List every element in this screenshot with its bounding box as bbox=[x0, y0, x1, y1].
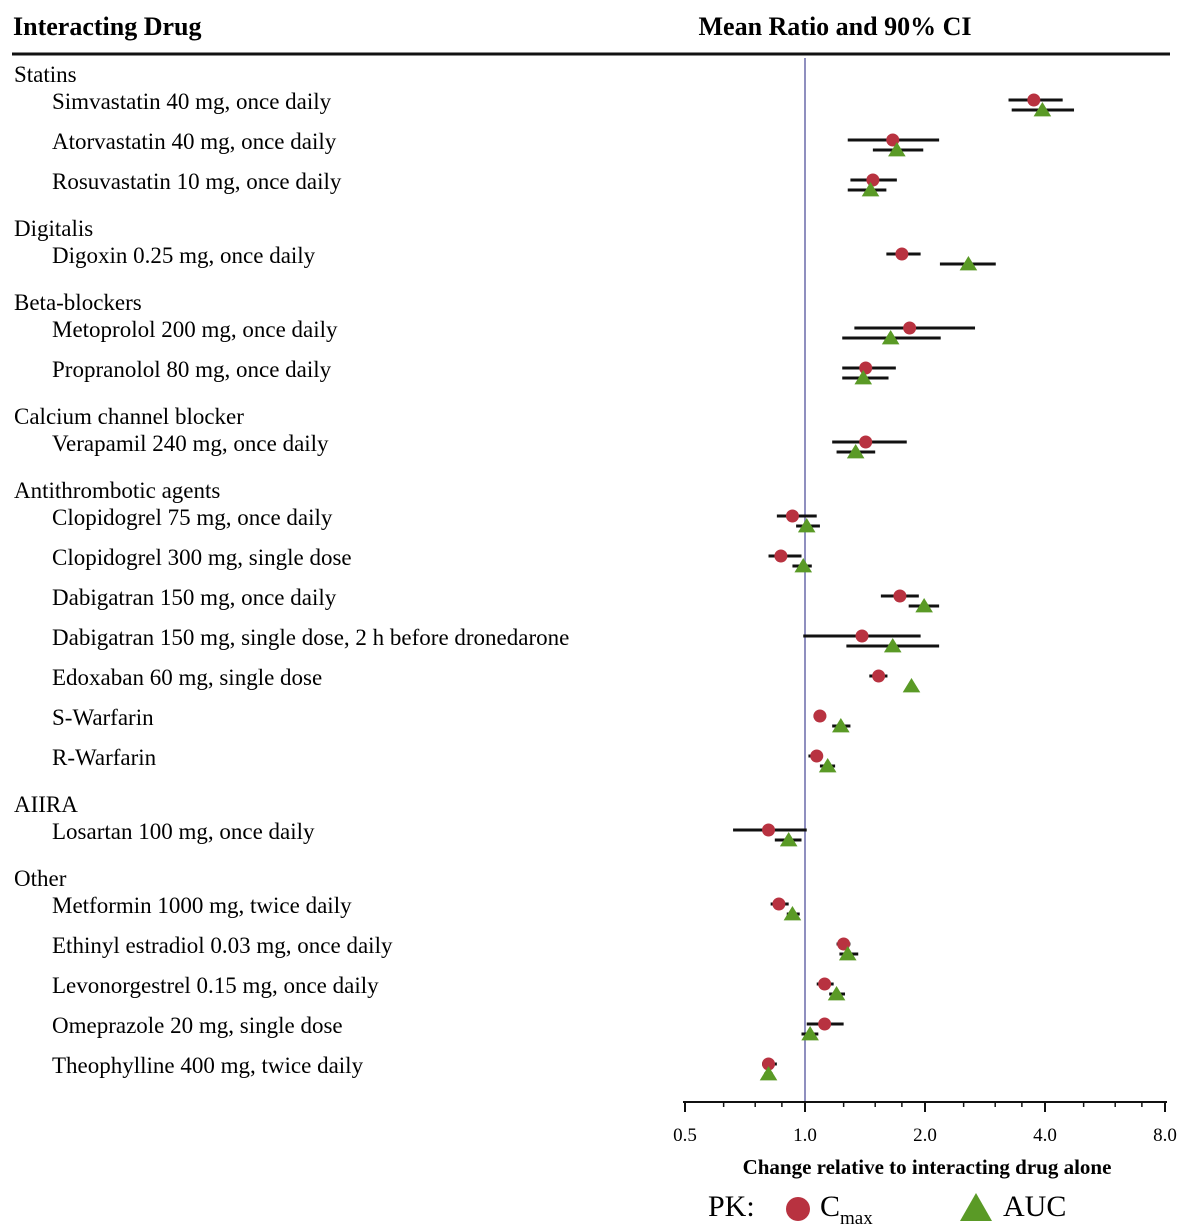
x-axis: 0.5 1.0 2.0 4.0 8.0 bbox=[673, 1101, 1177, 1146]
auc-point bbox=[827, 986, 846, 1001]
x-tick-label: 0.5 bbox=[673, 1125, 697, 1146]
cmax-point bbox=[859, 435, 873, 449]
row-label: Rosuvastatin 10 mg, once daily bbox=[52, 169, 342, 194]
row-label: Metoprolol 200 mg, once daily bbox=[52, 317, 338, 342]
x-tick-label: 1.0 bbox=[793, 1125, 817, 1146]
row-label: S-Warfarin bbox=[52, 705, 154, 730]
auc-point bbox=[902, 678, 921, 693]
legend-cmax-sub: max bbox=[840, 1208, 873, 1224]
cmax-point bbox=[813, 709, 827, 723]
row-label: Verapamil 240 mg, once daily bbox=[52, 431, 329, 456]
cmax-point bbox=[1027, 93, 1041, 107]
cmax-point bbox=[872, 669, 886, 683]
row-label: Theophylline 400 mg, twice daily bbox=[52, 1053, 364, 1078]
cmax-point bbox=[866, 173, 880, 187]
group-label: Digitalis bbox=[14, 216, 93, 241]
cmax-point bbox=[837, 937, 851, 951]
header-mean-ratio: Mean Ratio and 90% CI bbox=[698, 12, 971, 41]
row-label: Losartan 100 mg, once daily bbox=[52, 819, 315, 844]
auc-point bbox=[797, 518, 816, 533]
auc-point bbox=[783, 906, 802, 921]
legend-auc-label: AUC bbox=[1003, 1190, 1066, 1223]
legend-prefix: PK: bbox=[708, 1190, 755, 1223]
cmax-point bbox=[762, 823, 776, 837]
auc-point bbox=[832, 718, 850, 733]
auc-point bbox=[779, 832, 798, 847]
auc-point bbox=[759, 1066, 778, 1081]
row-label: Dabigatran 150 mg, once daily bbox=[52, 585, 337, 610]
auc-point bbox=[818, 758, 837, 773]
cmax-point bbox=[818, 1017, 832, 1031]
cmax-point bbox=[762, 1057, 776, 1071]
row-label: Digoxin 0.25 mg, once daily bbox=[52, 243, 316, 268]
group-label: Statins bbox=[14, 62, 77, 87]
x-tick-label: 4.0 bbox=[1033, 1125, 1057, 1146]
cmax-point bbox=[772, 897, 786, 911]
auc-point bbox=[888, 142, 906, 157]
group-label: Antithrombotic agents bbox=[14, 478, 220, 503]
auc-point bbox=[801, 1026, 819, 1041]
auc-point bbox=[1033, 102, 1052, 117]
legend-auc-marker bbox=[960, 1193, 992, 1221]
auc-point bbox=[838, 946, 857, 961]
row-label: Edoxaban 60 mg, single dose bbox=[52, 665, 322, 690]
group-label: AIIRA bbox=[14, 792, 78, 817]
auc-point bbox=[883, 638, 902, 653]
cmax-point bbox=[859, 361, 873, 375]
cmax-point bbox=[893, 589, 907, 603]
row-label: Clopidogrel 300 mg, single dose bbox=[52, 545, 352, 570]
group-label: Other bbox=[14, 866, 67, 891]
auc-point bbox=[915, 598, 933, 613]
auc-point bbox=[959, 256, 978, 271]
row-label: Atorvastatin 40 mg, once daily bbox=[52, 129, 337, 154]
data-marks bbox=[733, 93, 1075, 1081]
cmax-point bbox=[855, 629, 869, 643]
auc-point bbox=[881, 330, 900, 345]
legend-cmax-label: Cmax bbox=[820, 1190, 873, 1224]
cmax-point bbox=[774, 549, 788, 563]
cmax-point bbox=[895, 247, 909, 261]
auc-point bbox=[861, 182, 880, 197]
row-label: Metformin 1000 mg, twice daily bbox=[52, 893, 352, 918]
row-label: R-Warfarin bbox=[52, 745, 157, 770]
legend: PK: Cmax AUC bbox=[708, 1190, 1066, 1224]
cmax-point bbox=[810, 749, 824, 763]
row-label: Omeprazole 20 mg, single dose bbox=[52, 1013, 343, 1038]
auc-point bbox=[794, 558, 813, 573]
auc-point bbox=[854, 370, 873, 385]
legend-cmax-marker bbox=[786, 1197, 810, 1221]
cmax-point bbox=[903, 321, 917, 335]
cmax-point bbox=[886, 133, 900, 147]
row-label: Levonorgestrel 0.15 mg, once daily bbox=[52, 973, 379, 998]
header-interacting-drug: Interacting Drug bbox=[13, 12, 201, 41]
group-label: Calcium channel blocker bbox=[14, 404, 244, 429]
auc-point bbox=[846, 444, 865, 459]
x-tick-label: 2.0 bbox=[913, 1125, 937, 1146]
row-label: Ethinyl estradiol 0.03 mg, once daily bbox=[52, 933, 393, 958]
row-label: Propranolol 80 mg, once daily bbox=[52, 357, 332, 382]
row-label: Clopidogrel 75 mg, once daily bbox=[52, 505, 333, 530]
cmax-point bbox=[785, 509, 799, 523]
group-label: Beta-blockers bbox=[14, 290, 142, 315]
x-axis-label: Change relative to interacting drug alon… bbox=[743, 1155, 1112, 1179]
cmax-point bbox=[818, 977, 832, 991]
legend-cmax-main: C bbox=[820, 1190, 840, 1223]
row-label: Dabigatran 150 mg, single dose, 2 h befo… bbox=[52, 625, 569, 650]
x-tick-label: 8.0 bbox=[1153, 1125, 1177, 1146]
row-label: Simvastatin 40 mg, once daily bbox=[52, 89, 332, 114]
